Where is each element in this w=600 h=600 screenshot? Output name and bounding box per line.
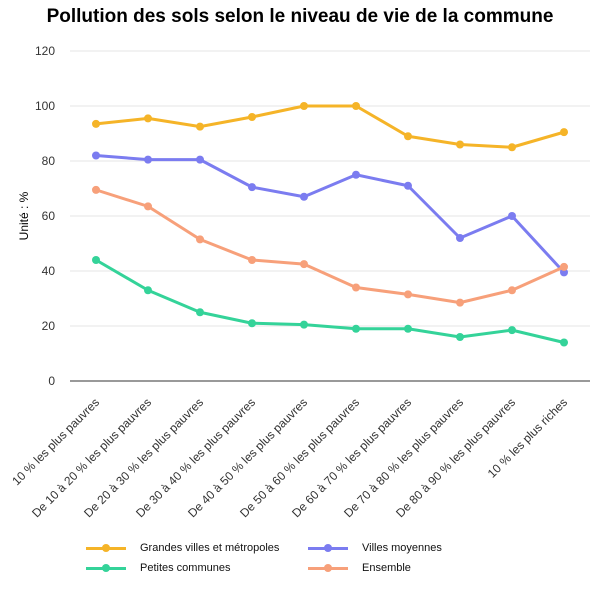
data-point — [508, 212, 516, 220]
legend-label: Petites communes — [140, 562, 231, 574]
series-line — [94, 154, 566, 274]
data-point — [300, 260, 308, 269]
y-tick-label: 80 — [42, 154, 56, 168]
data-point — [560, 128, 568, 137]
legend-label: Villes moyennes — [362, 542, 442, 554]
y-tick-label: 120 — [35, 44, 55, 58]
data-point — [92, 119, 100, 128]
data-point — [404, 290, 412, 299]
x-tick-label: 10 % les plus pauvres — [9, 395, 102, 488]
data-point — [456, 333, 464, 341]
legend-label: Ensemble — [362, 562, 411, 574]
line-chart: 0 20 40 60 80 100 120 Unité : % 10 % les plus pa… — [9, 44, 590, 520]
data-point — [352, 283, 360, 292]
y-tick-label: 100 — [35, 99, 55, 113]
data-point — [560, 268, 568, 277]
y-tick-label: 0 — [48, 374, 55, 388]
data-point — [560, 338, 568, 347]
data-point — [560, 262, 568, 271]
data-point — [508, 326, 516, 335]
data-point — [404, 132, 412, 141]
data-point — [248, 113, 256, 121]
data-point — [248, 183, 256, 192]
data-point — [456, 140, 464, 149]
legend-swatch — [308, 543, 348, 553]
data-point — [196, 235, 204, 244]
data-point — [92, 151, 100, 160]
data-point — [352, 324, 360, 333]
series-line — [94, 104, 566, 149]
data-point — [92, 256, 100, 264]
legend-item[interactable]: Grandes villes et métropoles — [86, 542, 279, 554]
y-tick-label: 20 — [42, 319, 56, 333]
data-point — [300, 102, 308, 110]
data-point — [144, 155, 152, 164]
legend-item[interactable]: Villes moyennes — [308, 542, 442, 554]
legend-item[interactable]: Petites communes — [86, 562, 230, 574]
data-point — [92, 185, 100, 194]
data-point — [352, 102, 360, 110]
data-point — [300, 320, 308, 329]
data-point — [456, 298, 464, 307]
data-point — [300, 192, 308, 201]
data-point — [352, 170, 360, 179]
data-point — [404, 324, 412, 333]
data-point — [144, 202, 152, 211]
data-point — [248, 256, 256, 264]
y-axis-label: Unité : % — [17, 191, 31, 240]
y-tick-label: 60 — [42, 209, 56, 223]
series-line — [94, 188, 566, 305]
series-line — [94, 258, 566, 344]
legend-swatch — [308, 563, 348, 573]
data-point — [248, 319, 256, 328]
legend-label: Grandes villes et métropoles — [140, 542, 280, 554]
data-point — [196, 155, 204, 164]
legend-item[interactable]: Ensemble — [308, 562, 411, 574]
legend-swatch — [86, 543, 126, 553]
data-point — [144, 286, 152, 295]
y-tick-label: 40 — [42, 264, 56, 278]
data-point — [196, 308, 204, 317]
data-point — [144, 114, 152, 123]
data-point — [456, 234, 464, 242]
legend-swatch — [86, 563, 126, 573]
chart-title: Pollution des sols selon le niveau de vi… — [46, 6, 554, 27]
data-point — [196, 122, 204, 131]
data-point — [508, 143, 516, 152]
data-point — [404, 181, 412, 190]
data-point — [508, 286, 516, 295]
